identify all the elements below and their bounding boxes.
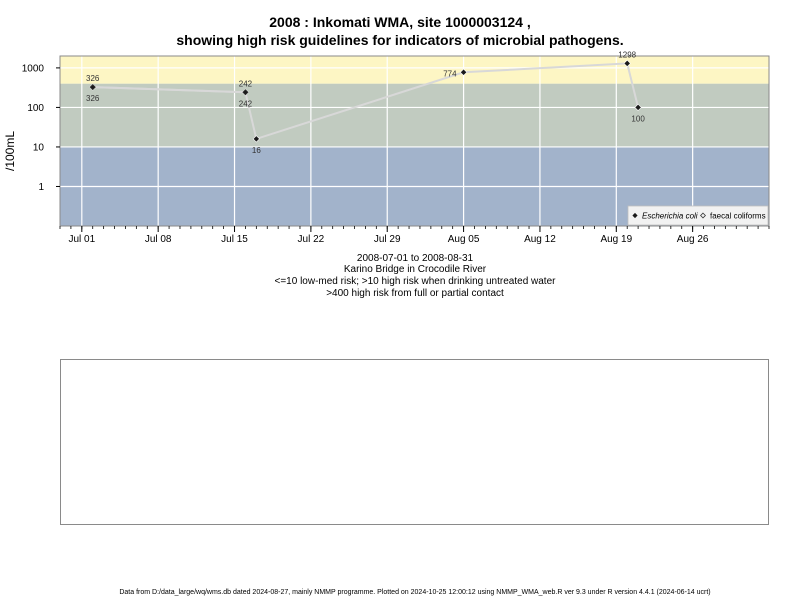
risk-band-2 bbox=[60, 56, 769, 84]
legend-faecal-label: faecal coliforms bbox=[710, 212, 766, 221]
data-label: 1298 bbox=[618, 50, 636, 59]
footer-note: Data from D:/data_large/wq/wms.db dated … bbox=[119, 589, 711, 596]
plot-frame bbox=[59, 55, 770, 227]
x-tick-label: Aug 12 bbox=[524, 234, 556, 245]
data-label: 100 bbox=[631, 114, 645, 123]
chart-plot: 1 10 100 1000 Jul 01 Jul 08 Jul 15 Jul 22 Jul 29… bbox=[3, 50, 770, 245]
risk-guideline-note-2: >400 high risk from full or partial cont… bbox=[326, 288, 504, 299]
legend-box bbox=[627, 205, 769, 226]
risk-band-1 bbox=[60, 83, 769, 147]
x-tick-label: Aug 19 bbox=[600, 234, 632, 245]
data-label: 242 bbox=[239, 79, 253, 88]
data-label: 16 bbox=[252, 146, 261, 155]
legend-ecoli-marker bbox=[632, 212, 638, 219]
ecoli-point bbox=[459, 68, 468, 76]
faecal-coliform-point bbox=[89, 83, 96, 91]
faecal-coliform-point bbox=[242, 89, 249, 96]
data-label: 774 bbox=[443, 69, 457, 78]
site-name-label: Karino Bridge in Crocodile River bbox=[343, 264, 487, 275]
ecoli-point bbox=[252, 135, 260, 143]
y-tick-label: 10 bbox=[33, 142, 45, 153]
x-tick-label: Aug 05 bbox=[448, 234, 480, 245]
ecoli-point bbox=[623, 59, 631, 68]
date-range-label: 2008-07-01 to 2008-08-31 bbox=[356, 253, 474, 264]
ecoli-point bbox=[634, 103, 642, 112]
series-line-1 bbox=[92, 86, 246, 94]
x-tick-label: Jul 08 bbox=[145, 234, 172, 245]
y-tick-label: 100 bbox=[27, 103, 44, 114]
x-tick-label: Jul 15 bbox=[221, 234, 248, 245]
data-label: 326 bbox=[86, 74, 100, 83]
ecoli-point bbox=[89, 83, 97, 91]
chart-title-line-2: showing high risk guidelines for indicat… bbox=[176, 32, 624, 48]
chart-title-line-1: 2008 : Inkomati WMA, site 1000003124 , bbox=[269, 14, 531, 30]
y-tick-label: 1 bbox=[38, 182, 44, 193]
data-label: 326 bbox=[86, 94, 100, 103]
risk-guideline-note-1: <=10 low-med risk; >10 high risk when dr… bbox=[274, 276, 556, 287]
x-tick-label: Jul 22 bbox=[298, 234, 325, 245]
data-label: 242 bbox=[239, 99, 253, 108]
legend-ecoli-label: Escherichia coli bbox=[642, 212, 698, 221]
y-tick-label: 1000 bbox=[22, 63, 45, 74]
x-tick-label: Aug 26 bbox=[677, 234, 709, 245]
x-tick-label: Jul 01 bbox=[68, 234, 95, 245]
empty-plot-panel bbox=[60, 359, 769, 525]
legend-faecal-marker bbox=[700, 212, 706, 219]
ecoli-point bbox=[241, 88, 250, 96]
y-axis-label: /100mL bbox=[3, 131, 17, 171]
x-tick-label: Jul 29 bbox=[374, 234, 401, 245]
